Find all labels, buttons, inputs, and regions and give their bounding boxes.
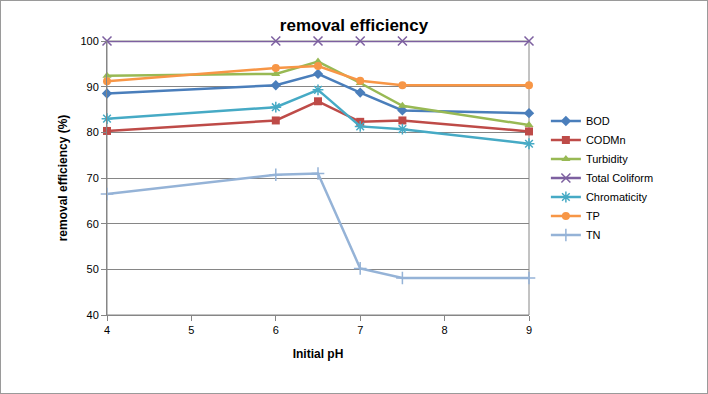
svg-text:TN: TN — [586, 229, 601, 241]
svg-text:removal efficiency: removal efficiency — [280, 16, 429, 35]
svg-text:CODMn: CODMn — [586, 134, 626, 146]
svg-text:80: 80 — [87, 126, 99, 138]
svg-text:9: 9 — [526, 324, 532, 336]
svg-text:TP: TP — [586, 210, 600, 222]
svg-text:BOD: BOD — [586, 115, 610, 127]
svg-text:8: 8 — [442, 324, 448, 336]
svg-text:40: 40 — [87, 309, 99, 321]
svg-text:60: 60 — [87, 218, 99, 230]
svg-text:Total Coliform: Total Coliform — [586, 172, 653, 184]
svg-text:Initial pH: Initial pH — [293, 347, 344, 361]
svg-text:90: 90 — [87, 81, 99, 93]
svg-text:7: 7 — [357, 324, 363, 336]
svg-text:Chromaticity: Chromaticity — [586, 191, 648, 203]
svg-text:removal efficiency (%): removal efficiency (%) — [56, 115, 70, 242]
svg-text:100: 100 — [80, 35, 98, 47]
svg-text:6: 6 — [273, 324, 279, 336]
svg-text:50: 50 — [87, 263, 99, 275]
svg-text:70: 70 — [87, 172, 99, 184]
svg-text:Turbidity: Turbidity — [586, 153, 628, 165]
svg-text:5: 5 — [188, 324, 194, 336]
svg-text:4: 4 — [104, 324, 110, 336]
